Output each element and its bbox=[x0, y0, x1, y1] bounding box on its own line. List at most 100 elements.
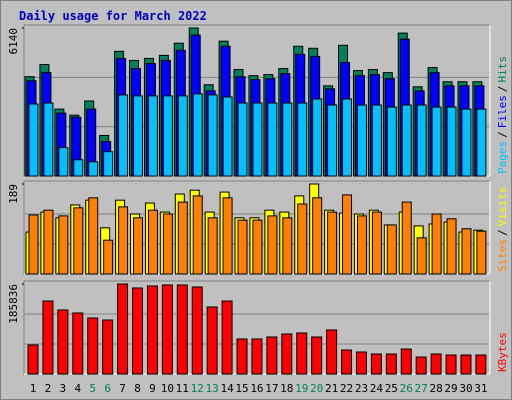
y-tick-label: 189 bbox=[7, 184, 20, 204]
bar bbox=[58, 215, 69, 275]
x-tick-label: 25 bbox=[385, 382, 398, 395]
x-tick-label: 5 bbox=[89, 382, 96, 395]
bar bbox=[28, 103, 39, 177]
bar bbox=[385, 353, 397, 375]
bar bbox=[132, 287, 144, 375]
x-tick-label: 26 bbox=[400, 382, 413, 395]
x-tick-label: 21 bbox=[325, 382, 338, 395]
bar bbox=[445, 354, 457, 375]
bar bbox=[42, 300, 54, 375]
bar bbox=[191, 286, 203, 375]
bar bbox=[58, 147, 69, 177]
x-tick-label: 10 bbox=[161, 382, 174, 395]
bar bbox=[133, 95, 144, 177]
bar bbox=[461, 228, 472, 275]
bar bbox=[297, 203, 308, 275]
bar bbox=[312, 98, 323, 177]
x-tick-label: 8 bbox=[134, 382, 141, 395]
bar bbox=[207, 94, 218, 177]
bar bbox=[146, 285, 158, 375]
bar bbox=[475, 354, 487, 375]
bar bbox=[342, 98, 353, 177]
legend-entry: Hits bbox=[496, 56, 509, 83]
bar bbox=[476, 230, 487, 275]
bar bbox=[192, 195, 203, 275]
legend-entry: Files bbox=[496, 95, 509, 128]
bar bbox=[267, 102, 278, 177]
x-tick-label: 23 bbox=[355, 382, 368, 395]
bar bbox=[28, 214, 39, 275]
bar bbox=[27, 344, 39, 375]
bar bbox=[267, 215, 278, 275]
bar bbox=[118, 206, 129, 275]
bar bbox=[176, 284, 188, 375]
x-tick-label: 4 bbox=[74, 382, 81, 395]
bar bbox=[431, 106, 442, 177]
bar bbox=[312, 197, 323, 275]
bar bbox=[266, 336, 278, 375]
legend: Pages / Files / Hits bbox=[496, 56, 509, 174]
bar bbox=[237, 102, 248, 177]
bar bbox=[476, 108, 487, 177]
bar bbox=[355, 351, 367, 375]
x-tick-label: 17 bbox=[265, 382, 278, 395]
bar bbox=[401, 201, 412, 275]
bar bbox=[342, 194, 353, 275]
bar bbox=[327, 104, 338, 177]
bar bbox=[222, 197, 233, 275]
bar bbox=[311, 336, 323, 375]
x-tick-label: 22 bbox=[340, 382, 353, 395]
legend-entry: Pages bbox=[496, 141, 509, 174]
x-tick-label: 29 bbox=[444, 382, 457, 395]
bar bbox=[460, 354, 472, 375]
y-tick-label: 185836 bbox=[7, 284, 20, 324]
legend: Sites / Visits bbox=[496, 187, 509, 273]
bar bbox=[72, 312, 84, 375]
x-tick-label: 15 bbox=[235, 382, 248, 395]
bar bbox=[177, 95, 188, 177]
bar bbox=[162, 213, 173, 275]
x-tick-label: 1 bbox=[30, 382, 37, 395]
x-tick-label: 18 bbox=[280, 382, 293, 395]
x-tick-label: 19 bbox=[295, 382, 308, 395]
bar bbox=[430, 353, 442, 375]
bar bbox=[43, 102, 54, 177]
bar bbox=[87, 317, 99, 375]
legend-separator: / bbox=[496, 229, 509, 236]
bar bbox=[446, 106, 457, 177]
legend: KBytes bbox=[496, 332, 509, 372]
bar bbox=[416, 104, 427, 177]
bar bbox=[327, 211, 338, 275]
bar bbox=[117, 283, 129, 375]
legend-entry: Sites bbox=[496, 239, 509, 272]
bar bbox=[356, 215, 367, 275]
x-tick-label: 24 bbox=[370, 382, 384, 395]
bar bbox=[57, 309, 69, 375]
x-tick-label: 27 bbox=[415, 382, 428, 395]
bar bbox=[326, 329, 338, 375]
bar bbox=[162, 95, 173, 177]
bar bbox=[251, 338, 263, 375]
bar bbox=[73, 207, 84, 275]
bar bbox=[416, 237, 427, 275]
bar bbox=[102, 319, 114, 375]
legend-entry: KBytes bbox=[496, 332, 509, 372]
legend-separator: / bbox=[496, 131, 509, 138]
bar bbox=[281, 333, 293, 375]
bar bbox=[431, 213, 442, 275]
bar bbox=[297, 102, 308, 177]
bar bbox=[371, 211, 382, 275]
bar bbox=[88, 161, 99, 177]
bar bbox=[192, 93, 203, 177]
bar bbox=[371, 104, 382, 177]
bar bbox=[370, 353, 382, 375]
x-tick-label: 9 bbox=[149, 382, 156, 395]
x-tick-label: 28 bbox=[429, 382, 442, 395]
bar bbox=[341, 349, 353, 375]
bar bbox=[221, 300, 233, 375]
legend-separator: / bbox=[496, 86, 509, 93]
bar bbox=[386, 224, 397, 275]
bar bbox=[147, 209, 158, 275]
bar bbox=[296, 332, 308, 375]
